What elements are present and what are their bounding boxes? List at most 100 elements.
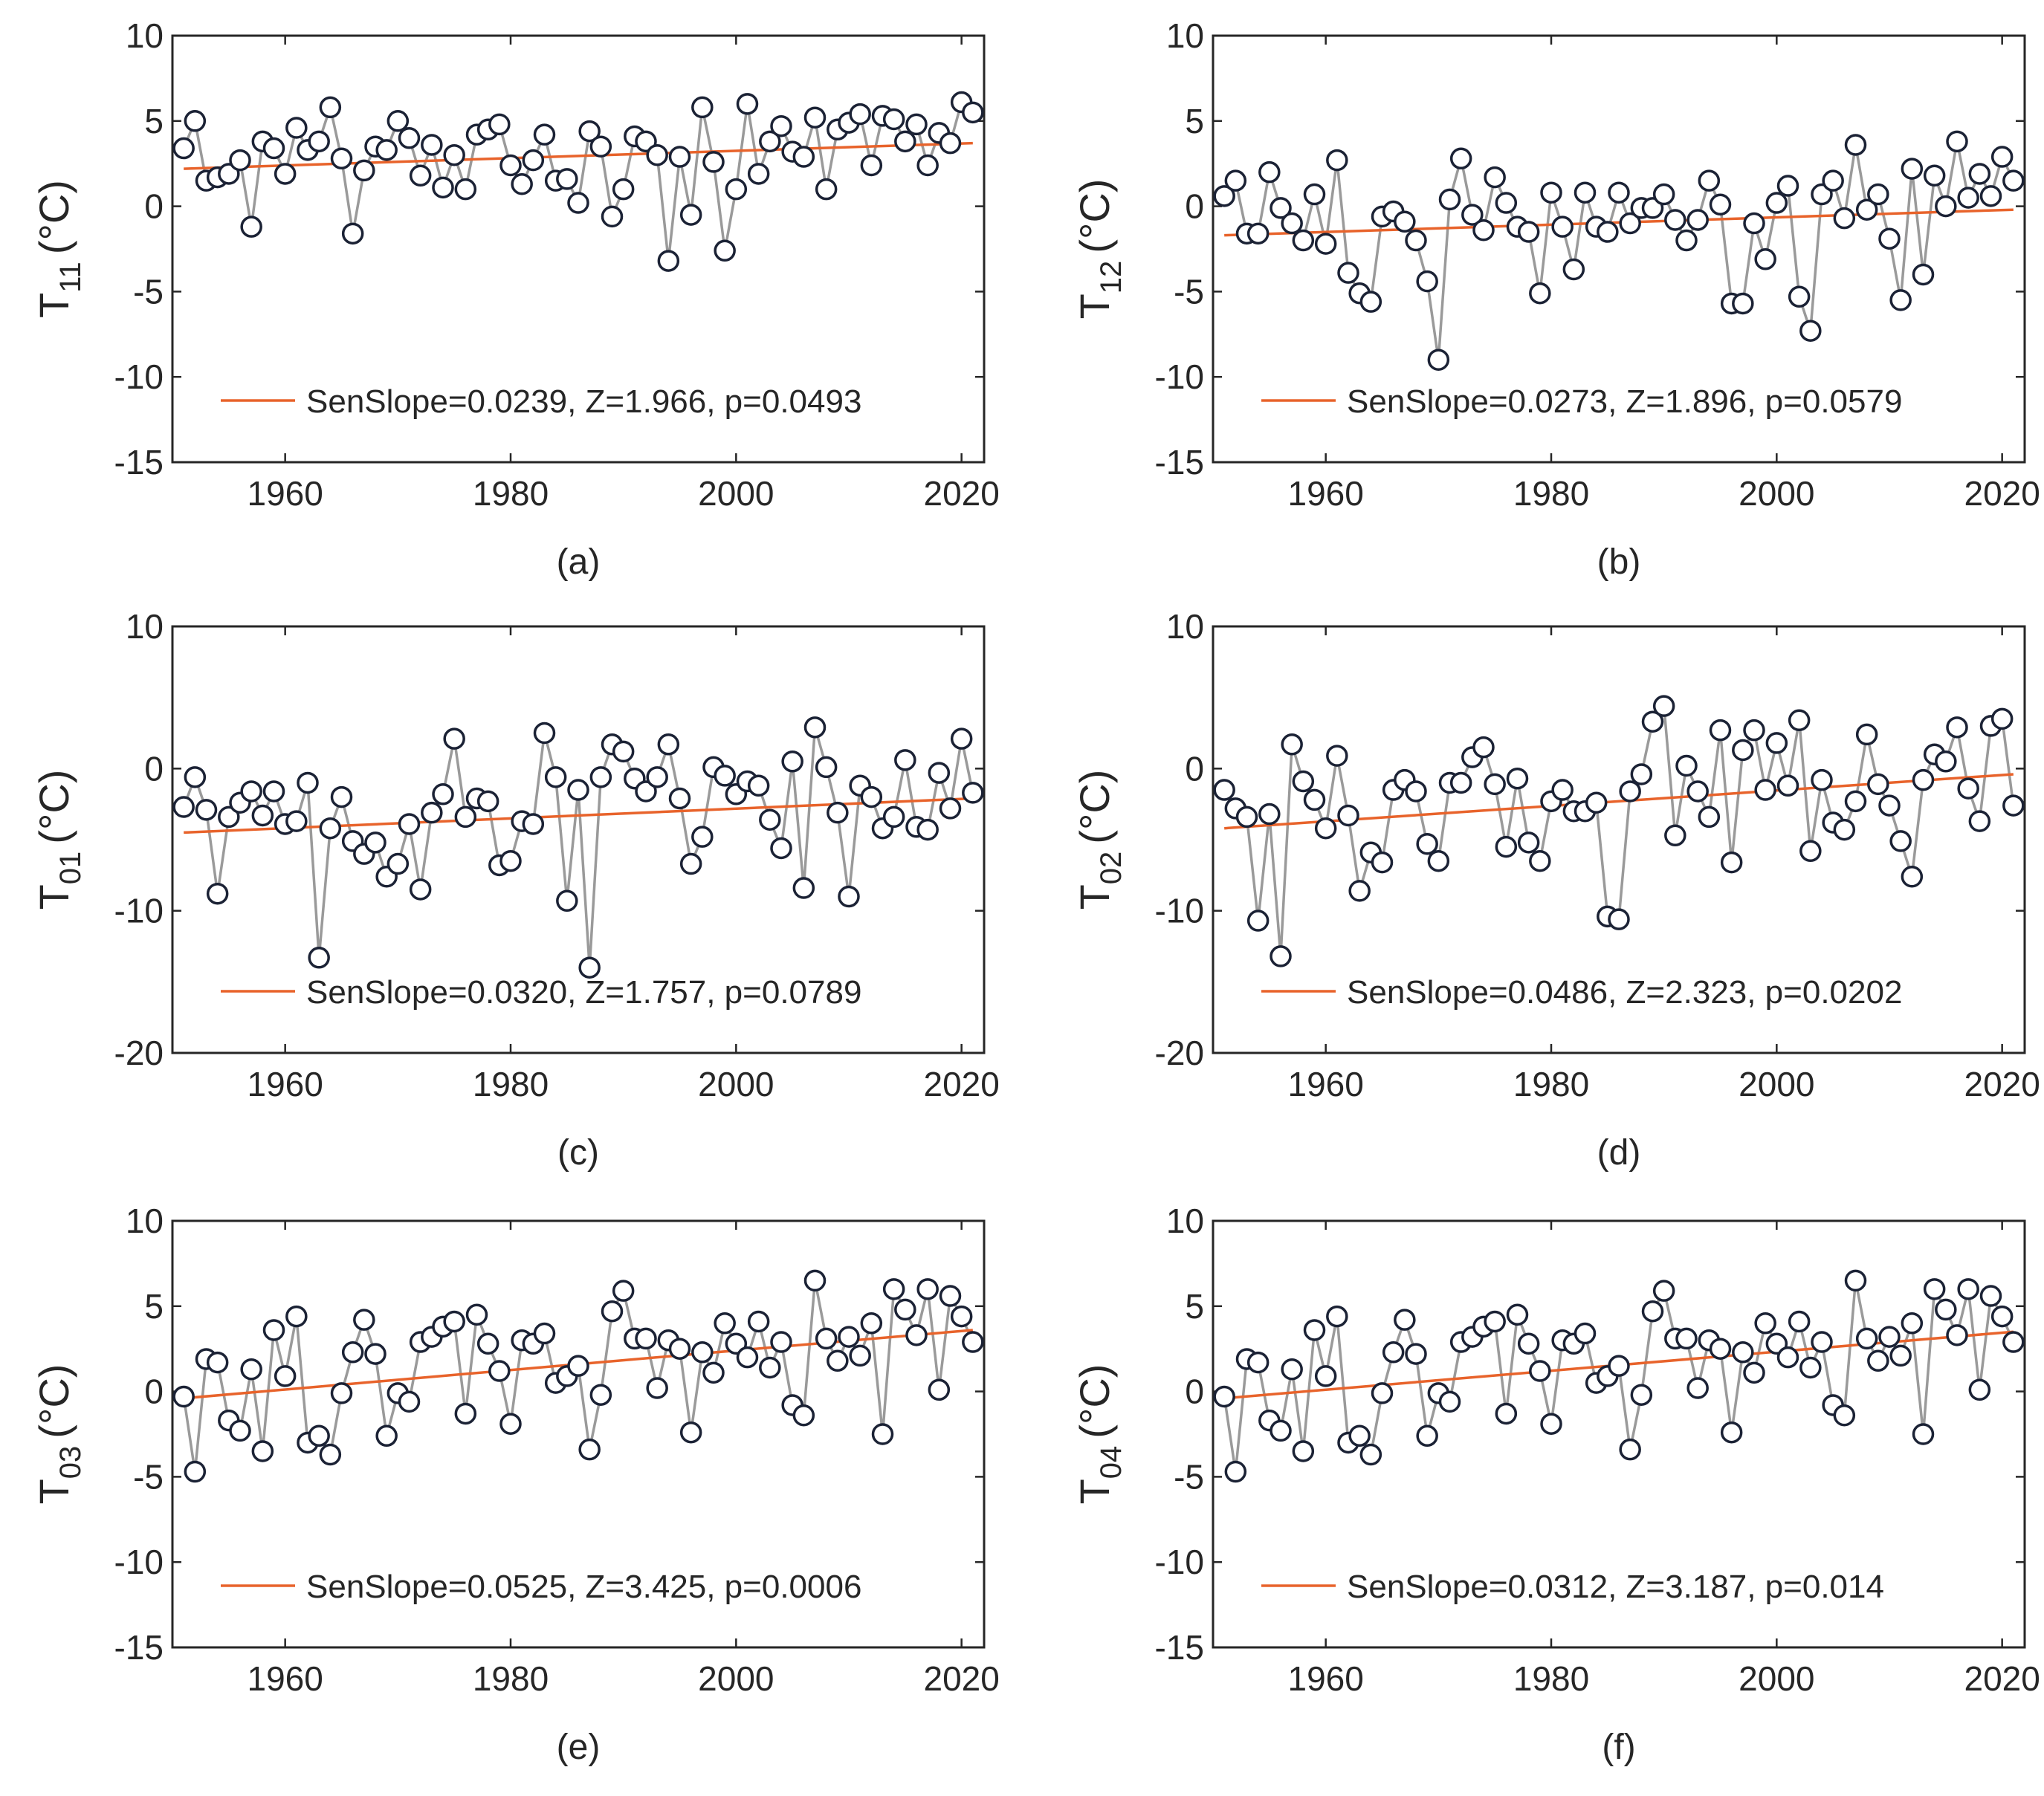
data-point [815, 178, 838, 201]
data-point [1709, 719, 1732, 742]
data-point [646, 143, 668, 166]
x-tick-label: 1960 [1287, 1659, 1363, 1698]
data-point [567, 779, 589, 801]
y-tick-label: 10 [1166, 16, 1204, 55]
data-point [387, 852, 410, 875]
data-point [1822, 169, 1844, 192]
data-point [1270, 945, 1292, 967]
data-point [1935, 751, 1957, 773]
data-point [1754, 1312, 1776, 1335]
data-point [1472, 736, 1495, 759]
data-point [1314, 1365, 1337, 1387]
x-tick-label: 2020 [1964, 1065, 2040, 1103]
data-point [1246, 1351, 1270, 1374]
data-point [1449, 771, 1472, 794]
data-point [1799, 320, 1822, 342]
data-point [860, 154, 883, 177]
axes-frame [1212, 625, 2026, 1054]
x-tick-label: 2000 [1739, 1659, 1814, 1698]
data-point [251, 1440, 274, 1462]
sen-slope-trend-line [1224, 208, 2014, 237]
y-tick-label: -5 [1174, 1457, 1204, 1496]
data-point [1968, 810, 1991, 832]
data-point [1438, 188, 1461, 211]
legend-text: SenSlope=0.0525, Z=3.425, p=0.0006 [306, 1569, 861, 1605]
y-tick-label: 0 [144, 187, 164, 226]
data-point [172, 137, 195, 160]
data-point [297, 771, 319, 794]
data-point [747, 163, 770, 185]
legend-text: SenSlope=0.0486, Z=2.323, p=0.0202 [1347, 974, 1902, 1011]
panel-label: (d) [1597, 1133, 1641, 1173]
data-point [1337, 804, 1359, 827]
data-point [589, 135, 612, 158]
data-point [184, 1460, 207, 1483]
y-axis-label-main: T [30, 293, 77, 318]
y-tick-label: -20 [1155, 1034, 1204, 1072]
data-point [849, 103, 871, 126]
data-point [443, 1310, 465, 1333]
data-point [1529, 849, 1551, 872]
data-point [770, 114, 792, 137]
data-point [1427, 348, 1450, 371]
data-point [1652, 183, 1675, 206]
data-point [2002, 794, 2025, 817]
data-point [1495, 1402, 1518, 1425]
data-point [499, 849, 522, 872]
data-point [353, 159, 375, 182]
data-point [567, 192, 589, 214]
data-point [1461, 204, 1484, 226]
data-point [172, 796, 195, 818]
legend-text: SenSlope=0.0320, Z=1.757, p=0.0789 [306, 974, 861, 1011]
data-point [601, 205, 624, 228]
data-point [341, 1341, 364, 1364]
data-point [1562, 258, 1585, 281]
data-point [691, 826, 714, 848]
data-point [172, 1385, 195, 1408]
sen-slope-trend-line [184, 141, 973, 170]
x-tick-label: 2020 [923, 1065, 999, 1103]
data-point [206, 1351, 229, 1374]
data-point [1292, 1440, 1315, 1462]
x-tick-label: 2000 [1739, 474, 1814, 513]
data-point [1517, 221, 1540, 243]
data-point [1246, 222, 1270, 245]
y-axis-label: T02 (°C) [1071, 770, 1128, 910]
y-tick-label: -15 [1155, 443, 1204, 482]
data-point [1394, 210, 1416, 233]
legend-text: SenSlope=0.0312, Z=3.187, p=0.014 [1347, 1569, 1884, 1605]
data-point [1957, 777, 1979, 800]
y-tick-label: 0 [144, 1372, 164, 1411]
data-point [589, 1384, 612, 1406]
data-point [657, 733, 680, 756]
data-point [1833, 818, 1856, 841]
data-point [702, 1361, 725, 1384]
data-point [240, 780, 262, 803]
data-point [1935, 195, 1957, 218]
y-axis-label-main: T [30, 884, 77, 910]
data-point [1303, 788, 1326, 811]
x-tick-label: 1980 [1513, 474, 1589, 513]
data-point [1912, 1423, 1935, 1445]
data-point [747, 774, 770, 797]
x-tick-label: 1980 [473, 474, 549, 513]
data-point [691, 96, 714, 119]
data-point [962, 1331, 984, 1353]
y-tick-label: -20 [114, 1034, 164, 1072]
data-point [1788, 285, 1811, 308]
data-point [578, 120, 601, 143]
data-point [1799, 1356, 1822, 1379]
data-point [1314, 233, 1337, 255]
data-point [1923, 164, 1946, 187]
data-point [1506, 1303, 1529, 1326]
y-tick-label: 10 [1166, 607, 1204, 646]
data-point [1213, 1385, 1235, 1408]
data-point [1732, 1341, 1754, 1364]
data-point [262, 1319, 285, 1341]
data-point [668, 146, 691, 168]
data-point [635, 780, 657, 803]
data-point [589, 766, 612, 788]
data-point [184, 110, 207, 132]
y-tick-label: 0 [1185, 187, 1204, 226]
data-point [1394, 1309, 1416, 1331]
